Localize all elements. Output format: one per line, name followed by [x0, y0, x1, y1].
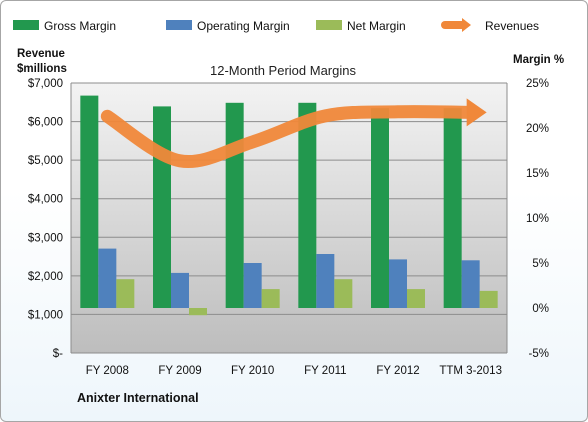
bars: [80, 95, 498, 316]
bar-gross-margin: [80, 95, 99, 308]
revenue-series-line: [100, 105, 478, 169]
category-label: FY 2009: [158, 365, 201, 377]
bar-gross-margin: [371, 108, 389, 308]
left-tick-label: $7,000: [28, 78, 63, 90]
legend-label-revenues: Revenues: [485, 19, 539, 33]
category-label: FY 2010: [231, 365, 274, 377]
legend-arrow-icon: [462, 18, 471, 32]
right-tick-label: 15%: [526, 168, 549, 180]
legend-swatch-net-margin: [316, 20, 342, 30]
left-tick-label: $1,000: [28, 309, 63, 321]
right-axis-title: Margin %: [513, 54, 564, 66]
axes: $- $1,000 $2,000 $3,000 $4,000 $5,000 $6,000 $7…: [28, 78, 549, 377]
left-tick-label: $5,000: [28, 155, 63, 167]
company-label: Anixter International: [77, 391, 199, 405]
revenue-arrowhead: [466, 98, 487, 127]
category-label: FY 2012: [376, 365, 419, 377]
right-tick-label: 5%: [532, 258, 549, 270]
bar-operating-margin: [98, 248, 117, 308]
bar-net-margin: [189, 308, 207, 316]
left-tick-label: $3,000: [28, 232, 63, 244]
category-label: TTM 3-2013: [439, 365, 502, 377]
bar-operating-margin: [461, 260, 480, 308]
right-tick-label: 10%: [526, 213, 549, 225]
legend: Gross Margin Operating Margin Net Margin Re…: [13, 18, 539, 33]
left-tick-label: $2,000: [28, 271, 63, 283]
left-tick-label: $-: [53, 348, 63, 360]
bar-gross-margin: [443, 108, 462, 308]
left-axis-title-line1: Revenue: [17, 48, 65, 60]
bar-net-margin: [407, 289, 425, 308]
bar-operating-margin: [243, 263, 262, 308]
bar-net-margin: [261, 289, 280, 308]
bar-operating-margin: [316, 254, 335, 308]
category-label: FY 2008: [86, 365, 129, 377]
category-label: FY 2011: [304, 365, 346, 377]
legend-swatch-gross-margin: [13, 20, 39, 30]
gridlines: [71, 82, 507, 354]
right-tick-label: 25%: [526, 78, 549, 90]
bar-gross-margin: [225, 102, 244, 308]
bar-net-margin: [479, 290, 498, 308]
chart-title: 12-Month Period Margins: [210, 63, 356, 78]
right-tick-label: 20%: [526, 123, 549, 135]
bar-gross-margin: [298, 102, 317, 308]
right-tick-label: -5%: [529, 348, 549, 360]
legend-label-net-margin: Net Margin: [347, 19, 406, 33]
bar-gross-margin: [153, 106, 171, 309]
right-tick-label: 0%: [532, 303, 549, 315]
bar-operating-margin: [171, 272, 189, 308]
left-tick-label: $4,000: [28, 194, 63, 206]
legend-label-gross-margin: Gross Margin: [44, 19, 116, 33]
legend-swatch-operating-margin: [166, 20, 192, 30]
left-tick-label: $6,000: [28, 117, 63, 129]
legend-label-operating-margin: Operating Margin: [197, 19, 290, 33]
bar-net-margin: [334, 279, 353, 308]
bar-net-margin: [116, 279, 135, 308]
bar-operating-margin: [389, 259, 407, 308]
left-axis-title-line2: $millions: [17, 63, 67, 75]
revenue-line: [100, 98, 487, 169]
